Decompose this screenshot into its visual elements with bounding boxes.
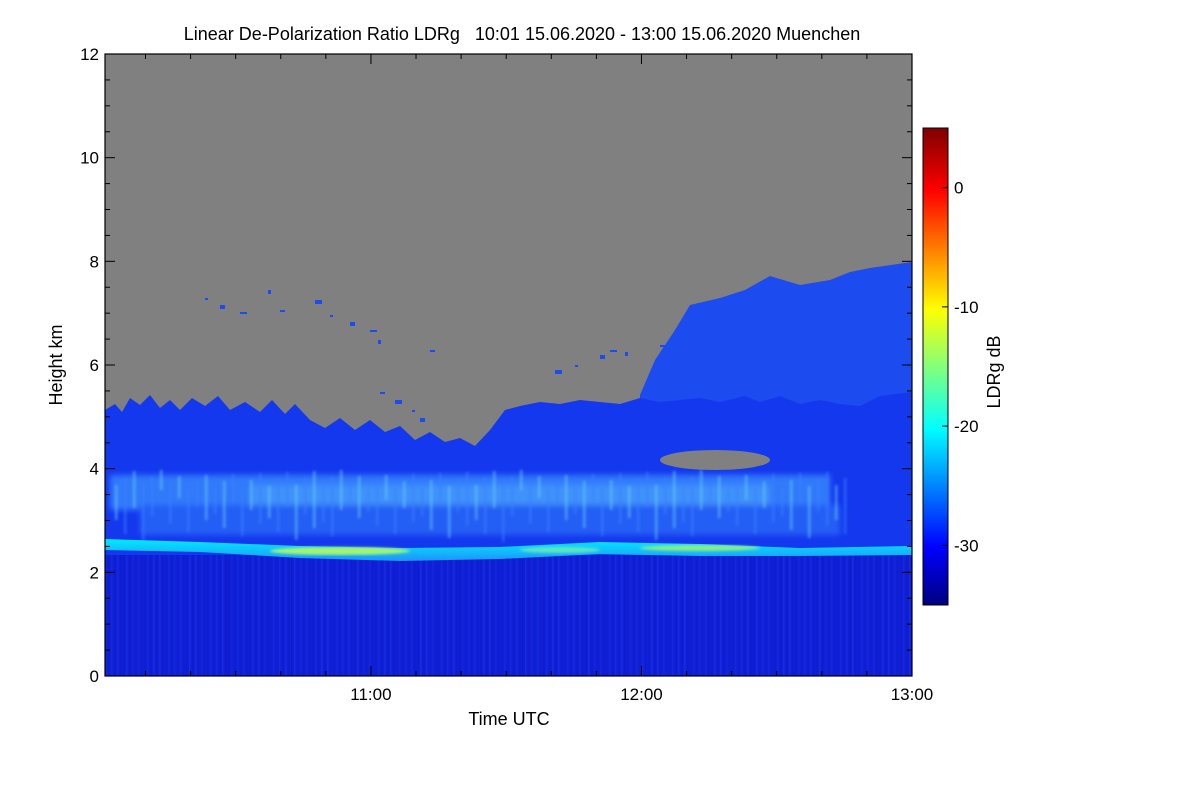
y-tick-label: 4 <box>90 460 99 479</box>
y-tick-label: 10 <box>80 149 99 168</box>
x-tick-label: 11:00 <box>350 685 391 704</box>
y-axis: 0 2 4 6 8 10 12 <box>80 45 912 686</box>
colorbar-tick-label: -30 <box>954 536 979 555</box>
x-tick-label: 13:00 <box>891 685 934 704</box>
y-tick-label: 6 <box>90 356 99 375</box>
colorbar-label: LDRg dB <box>984 335 1004 408</box>
y-tick-label: 12 <box>80 45 99 64</box>
heatmap-fall-streaks <box>110 475 840 535</box>
colorbar <box>922 127 949 606</box>
chart-title: Linear De-Polarization Ratio LDRg 10:01 … <box>184 24 860 44</box>
bright-band-core <box>270 545 760 555</box>
colorbar-tick-label: 0 <box>954 179 963 198</box>
y-tick-label: 2 <box>90 563 99 582</box>
streak-texture <box>115 470 847 542</box>
heatmap-bright-band <box>105 539 912 561</box>
y-axis-label: Height km <box>46 324 66 405</box>
colorbar-tick-label: -10 <box>954 298 979 317</box>
heatmap-sparse-specks <box>205 290 858 422</box>
plot-area <box>105 54 912 676</box>
colorbar-axis: 0 -10 -20 -30 <box>942 179 979 555</box>
x-axis-label: Time UTC <box>468 709 549 729</box>
heatmap-surface-layer <box>105 555 912 676</box>
surface-texture <box>105 555 911 676</box>
colorbar-tick-label: -20 <box>954 417 979 436</box>
x-tick-label: 12:00 <box>620 685 663 704</box>
missing-data-pocket <box>660 450 770 470</box>
y-tick-label: 0 <box>90 667 99 686</box>
x-axis: 11:00 12:00 13:00 <box>144 54 934 704</box>
y-tick-label: 8 <box>90 252 99 271</box>
